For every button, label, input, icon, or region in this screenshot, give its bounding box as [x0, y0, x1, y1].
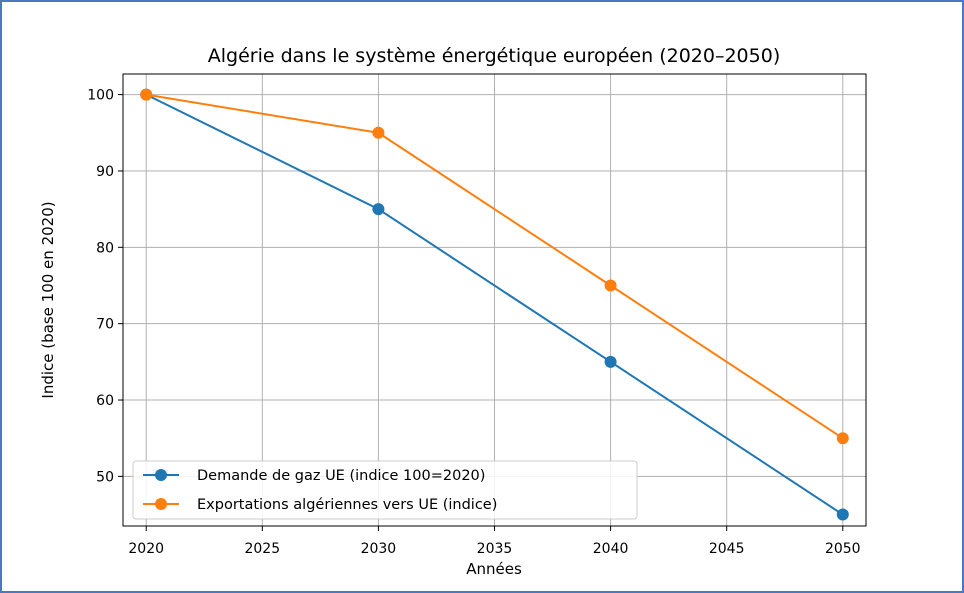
- grid: [123, 74, 866, 526]
- series-line: [145, 93, 844, 516]
- legend-marker: [155, 498, 167, 510]
- y-tick-label: 60: [96, 393, 114, 409]
- y-axis-ticks: 50 60 70 80 90 100: [87, 88, 123, 485]
- series-layer: [140, 88, 849, 521]
- x-tick-label: 2035: [477, 541, 513, 557]
- x-tick-label: 2025: [244, 541, 280, 557]
- data-point: [604, 279, 617, 292]
- y-tick-label: 100: [87, 88, 114, 104]
- x-axis-ticks: 2020 2025 2030 2035 2040 2045 2050: [128, 526, 861, 557]
- y-tick-label: 80: [96, 240, 114, 256]
- x-axis-label: Années: [466, 560, 522, 578]
- x-tick-label: 2030: [361, 541, 397, 557]
- data-point: [372, 203, 385, 216]
- data-point: [604, 355, 617, 368]
- legend-marker: [155, 469, 167, 481]
- y-axis-label: Indice (base 100 en 2020): [39, 201, 57, 398]
- x-tick-label: 2040: [593, 541, 629, 557]
- legend-entry-label: Demande de gaz UE (indice 100=2020): [197, 468, 485, 484]
- legend-entry-label: Exportations algériennes vers UE (indice…: [197, 497, 497, 513]
- series-2: [140, 88, 849, 445]
- x-tick-label: 2050: [825, 541, 861, 557]
- data-point: [836, 432, 849, 445]
- series-line: [146, 93, 844, 440]
- x-tick-label: 2045: [709, 541, 745, 557]
- legend-box: [132, 460, 638, 520]
- legend: Demande de gaz UE (indice 100=2020) Expor…: [132, 460, 638, 520]
- data-point: [836, 508, 849, 521]
- chart-title: Algérie dans le système énergétique euro…: [208, 45, 780, 67]
- y-tick-label: 90: [96, 164, 114, 180]
- data-point: [372, 126, 385, 139]
- x-tick-label: 2020: [128, 541, 164, 557]
- data-point: [140, 88, 153, 101]
- y-tick-label: 50: [96, 469, 114, 485]
- y-tick-label: 70: [96, 317, 114, 333]
